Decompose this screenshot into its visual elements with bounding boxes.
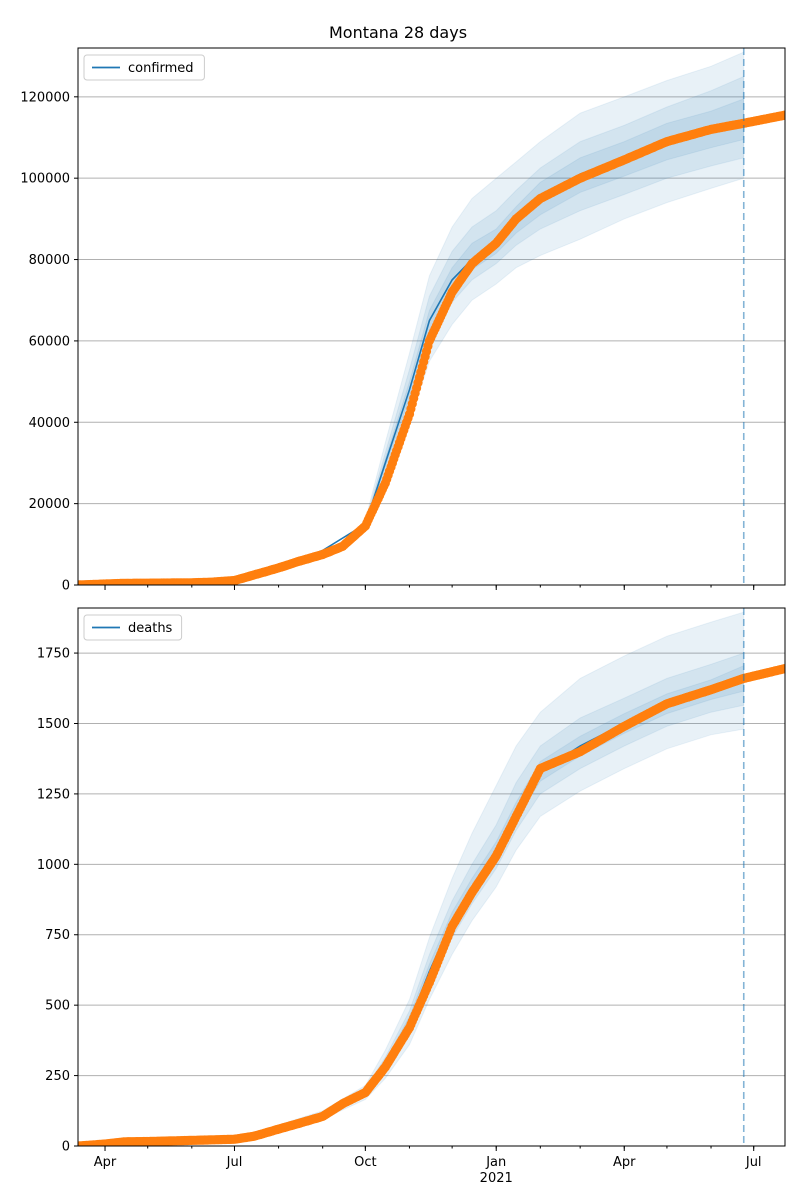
y-tick-label: 1250: [37, 787, 70, 802]
legend: confirmed: [83, 54, 205, 81]
observed-point: [780, 110, 785, 120]
deaths-panel: 0 250 500 750 1000 1250 1500 1750 Apr Jul Oct Jan20…: [37, 607, 786, 1186]
x-tick-label: Apr: [613, 1155, 636, 1170]
y-tick-label: 120000: [20, 90, 70, 105]
x-tick-label: Apr: [94, 1155, 117, 1170]
x-tick-label: Oct: [354, 1155, 376, 1170]
observed-point: [780, 664, 785, 674]
axes-frame: [77, 607, 786, 1147]
x-tick-label: Jul: [745, 1155, 762, 1170]
y-tick-label: 20000: [29, 497, 70, 512]
y-tick-label: 1500: [37, 717, 70, 732]
y-tick-label: 0: [62, 1140, 70, 1155]
legend-box: [83, 614, 183, 641]
y-tick-label: 80000: [29, 253, 70, 268]
confirmed-panel: 0 20000 40000 60000 80000 100000 120000 confirm…: [20, 47, 786, 594]
y-tick-label: 60000: [29, 334, 70, 349]
y-tick-label: 750: [45, 928, 70, 943]
y-tick-label: 0: [62, 579, 70, 594]
legend-label: confirmed: [128, 61, 194, 76]
legend-label: deaths: [128, 621, 173, 636]
y-tick-label: 100000: [20, 172, 70, 187]
observed-markers: [78, 664, 785, 1146]
y-tick-label: 250: [45, 1069, 70, 1084]
x-tick-label: Jan: [485, 1155, 506, 1170]
x-tick-sublabel: 2021: [480, 1171, 513, 1186]
legend: deaths: [83, 614, 183, 641]
x-tick-label: Jul: [226, 1155, 243, 1170]
figure-title: Montana 28 days: [329, 23, 467, 42]
legend-box: [83, 54, 205, 81]
plot-area: [78, 51, 785, 585]
y-tick-label: 500: [45, 999, 70, 1014]
axes-frame: [77, 47, 786, 586]
y-tick-label: 1000: [37, 858, 70, 873]
y-tick-label: 40000: [29, 416, 70, 431]
plot-area: [78, 611, 785, 1146]
observed-markers: [78, 110, 785, 585]
y-tick-label: 1750: [37, 647, 70, 662]
